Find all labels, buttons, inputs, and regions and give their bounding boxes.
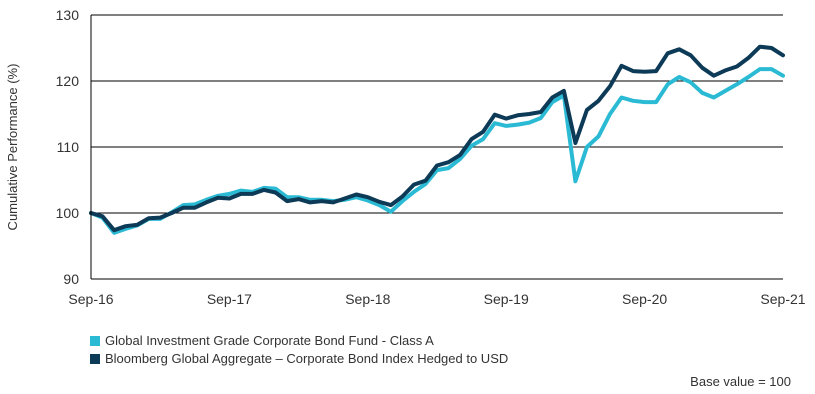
y-tick-label: 110: [57, 139, 80, 155]
x-tick-label: Sep-17: [207, 291, 252, 307]
footnote: Base value = 100: [690, 374, 791, 389]
legend-swatch-index: [90, 354, 100, 364]
legend-item-index: Bloomberg Global Aggregate – Corporate B…: [90, 350, 508, 368]
legend: Global Investment Grade Corporate Bond F…: [90, 332, 508, 368]
legend-item-fund: Global Investment Grade Corporate Bond F…: [90, 332, 508, 350]
series-line-index: [89, 44, 785, 233]
x-tick-label: Sep-18: [345, 291, 390, 307]
grid-lines: [91, 14, 783, 280]
y-axis-title: Cumulative Performance (%): [5, 64, 20, 231]
y-tick-label: 100: [56, 205, 80, 221]
y-tick-label: 90: [63, 271, 79, 287]
axes: 90 100 110 120 130 Sep-16 Sep-17 Sep-18 Sep-19 Se…: [56, 7, 806, 307]
legend-swatch-fund: [90, 336, 100, 346]
x-tick-label: Sep-19: [484, 291, 529, 307]
series-lines: [89, 44, 785, 235]
y-tick-label: 120: [56, 73, 80, 89]
x-tick-label: Sep-20: [622, 291, 667, 307]
performance-chart: 90 100 110 120 130 Sep-16 Sep-17 Sep-18 Sep-19 Se…: [5, 7, 806, 307]
x-tick-label: Sep-16: [68, 291, 113, 307]
x-tick-label: Sep-21: [760, 291, 805, 307]
series-line-fund: [89, 67, 785, 235]
legend-label-fund: Global Investment Grade Corporate Bond F…: [105, 333, 434, 348]
y-tick-label: 130: [56, 7, 80, 23]
legend-label-index: Bloomberg Global Aggregate – Corporate B…: [105, 351, 509, 366]
